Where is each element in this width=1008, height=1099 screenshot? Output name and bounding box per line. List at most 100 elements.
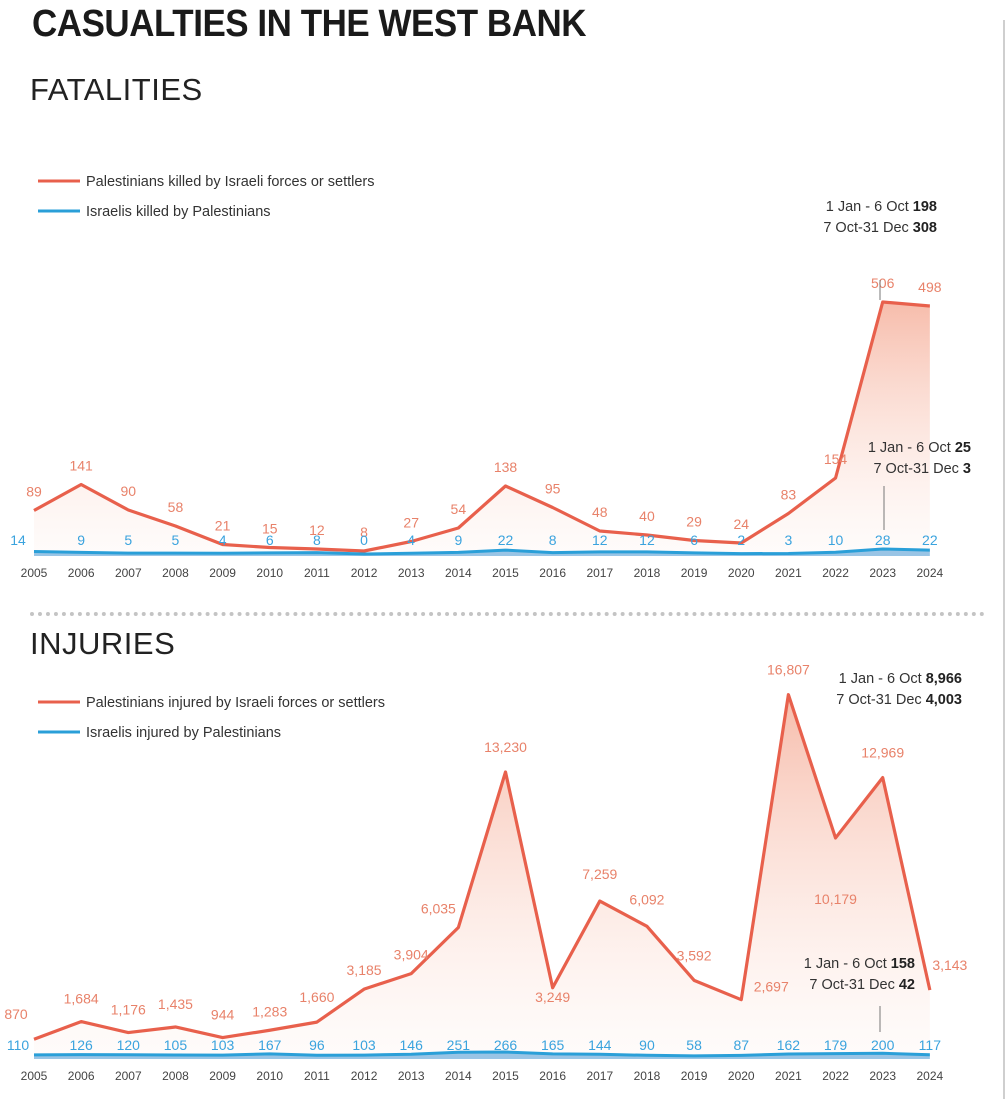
palestinian-value-label: 15	[262, 521, 278, 537]
israeli-value-label: 251	[447, 1037, 471, 1053]
israeli-value-label: 200	[871, 1037, 895, 1053]
x-tick-label: 2007	[115, 1069, 142, 1083]
palestinian-area	[34, 694, 930, 1058]
x-tick-label: 2023	[869, 566, 896, 580]
x-tick-label: 2008	[162, 1069, 189, 1083]
palestinian-value-label: 498	[918, 279, 942, 295]
x-tick-label: 2021	[775, 1069, 802, 1083]
israeli-value-label: 9	[77, 532, 85, 548]
palestinian-value-label: 13,230	[484, 739, 527, 755]
annotation-israeli: 1 Jan - 6 Oct 25 7 Oct-31 Dec 3	[868, 440, 971, 477]
israeli-value-label: 4	[407, 532, 415, 548]
israeli-value-label: 126	[69, 1037, 93, 1053]
palestinian-value-label: 89	[26, 484, 42, 500]
annotation-line1-value: 8,966	[926, 671, 962, 687]
annotation-line1-value: 198	[913, 199, 937, 215]
israeli-value-label: 96	[309, 1037, 325, 1053]
annotation-line2-value: 3	[963, 461, 971, 477]
palestinian-value-label: 6,035	[421, 901, 456, 917]
israeli-value-label: 103	[352, 1037, 376, 1053]
legend-label-palestinian: Palestinians killed by Israeli forces or…	[86, 174, 375, 190]
x-tick-label: 2014	[445, 566, 472, 580]
israeli-value-label: 165	[541, 1037, 565, 1053]
x-tick-label: 2017	[586, 1069, 613, 1083]
annotation-line2-text: 7 Oct-31 Dec	[809, 977, 898, 993]
x-tick-label: 2014	[445, 1069, 472, 1083]
fatalities-chart: Palestinians killed by Israeli forces or…	[10, 174, 971, 580]
x-tick-label: 2017	[586, 566, 613, 580]
palestinian-line	[33, 693, 932, 1041]
injuries-section-title: INJURIES	[30, 626, 176, 661]
palestinian-value-label: 3,143	[932, 957, 967, 973]
israeli-value-label: 4	[219, 532, 227, 548]
palestinian-value-label: 1,435	[158, 996, 193, 1012]
x-tick-label: 2005	[21, 566, 48, 580]
israeli-value-label: 167	[258, 1037, 282, 1053]
page-title: CASUALTIES IN THE WEST BANK	[32, 3, 587, 45]
injuries-chart: Palestinians injured by Israeli forces o…	[4, 662, 967, 1083]
x-tick-label: 2019	[681, 566, 708, 580]
palestinian-value-label: 3,249	[535, 989, 570, 1005]
x-tick-label: 2011	[304, 566, 330, 580]
israeli-value-label: 0	[360, 532, 368, 548]
israeli-value-label: 105	[164, 1037, 188, 1053]
palestinian-value-label: 27	[403, 515, 419, 531]
palestinian-value-label: 24	[733, 516, 749, 532]
x-tick-label: 2011	[304, 1069, 330, 1083]
israeli-value-label: 117	[919, 1037, 942, 1053]
palestinian-value-label: 3,592	[677, 947, 712, 963]
legend-label-palestinian: Palestinians injured by Israeli forces o…	[86, 695, 385, 711]
annotation-line2: 7 Oct-31 Dec 42	[809, 977, 915, 993]
israeli-value-label: 8	[313, 532, 321, 548]
x-tick-label: 2016	[539, 566, 566, 580]
x-tick-label: 2020	[728, 566, 755, 580]
fatalities-section-title: FATALITIES	[30, 72, 203, 107]
legend-label-israeli: Israelis killed by Palestinians	[86, 204, 271, 220]
israeli-line	[33, 1050, 930, 1058]
palestinian-value-label: 48	[592, 504, 608, 520]
palestinian-value-label: 7,259	[582, 866, 617, 882]
annotation-line1-value: 158	[891, 956, 915, 972]
palestinian-value-label: 1,283	[252, 1003, 287, 1019]
palestinian-line	[33, 300, 930, 553]
israeli-value-label: 5	[124, 532, 132, 548]
x-tick-label: 2018	[634, 1069, 661, 1083]
palestinian-value-label: 3,185	[347, 962, 382, 978]
annotation-line1-value: 25	[955, 440, 971, 456]
annotation-line2-text: 7 Oct-31 Dec	[873, 461, 962, 477]
palestinian-value-label: 58	[168, 499, 184, 515]
x-tick-label: 2018	[634, 566, 661, 580]
palestinian-value-label: 21	[215, 518, 231, 534]
annotation-line2: 7 Oct-31 Dec 308	[823, 220, 937, 236]
palestinian-value-label: 29	[686, 514, 702, 530]
israeli-value-label: 120	[117, 1037, 141, 1053]
annotation-line1: 1 Jan - 6 Oct 25	[868, 440, 971, 456]
israeli-value-label: 6	[690, 532, 698, 548]
israeli-value-label: 14	[10, 532, 26, 548]
annotation-line1: 1 Jan - 6 Oct 158	[804, 956, 915, 972]
israeli-value-label: 144	[588, 1037, 612, 1053]
palestinian-value-label: 40	[639, 508, 655, 524]
palestinian-value-label: 944	[211, 1007, 235, 1023]
x-tick-label: 2021	[775, 566, 802, 580]
x-tick-label: 2010	[256, 1069, 283, 1083]
annotation-palestinian: 1 Jan - 6 Oct 198 7 Oct-31 Dec 308	[823, 199, 937, 236]
annotation-line1-text: 1 Jan - 6 Oct	[868, 440, 955, 456]
annotation-line2-value: 4,003	[926, 692, 962, 708]
annotation-line2-value: 308	[913, 220, 937, 236]
annotation-line2-text: 7 Oct-31 Dec	[836, 692, 925, 708]
x-tick-label: 2012	[351, 566, 378, 580]
x-tick-label: 2005	[21, 1069, 48, 1083]
x-tick-label: 2013	[398, 1069, 425, 1083]
x-tick-label: 2009	[209, 1069, 236, 1083]
x-tick-label: 2007	[115, 566, 142, 580]
palestinian-value-label: 8	[360, 524, 368, 540]
annotation-line2: 7 Oct-31 Dec 3	[873, 461, 971, 477]
legend-label-israeli: Israelis injured by Palestinians	[86, 725, 281, 741]
israeli-value-label: 2	[737, 532, 745, 548]
israeli-line	[33, 547, 930, 556]
palestinian-value-label: 1,176	[111, 1002, 146, 1018]
annotation-line1-text: 1 Jan - 6 Oct	[839, 671, 926, 687]
israeli-value-label: 12	[639, 532, 655, 548]
x-tick-label: 2012	[351, 1069, 378, 1083]
